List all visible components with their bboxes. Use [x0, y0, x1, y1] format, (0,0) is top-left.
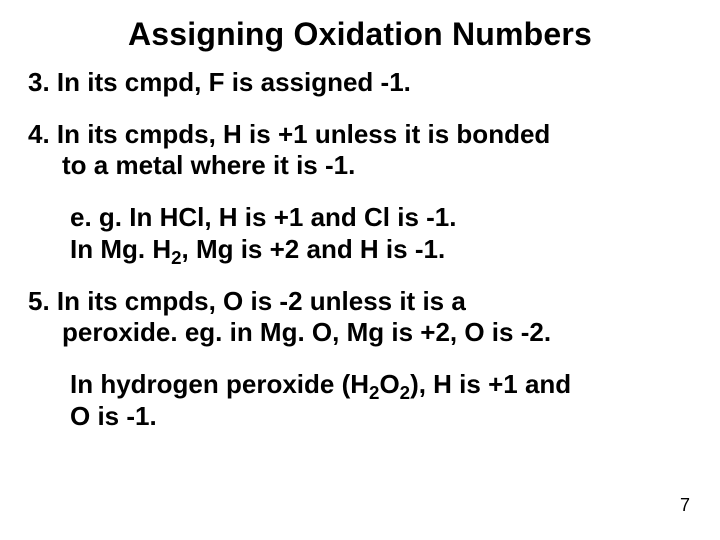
ex4b-sub: 2 — [171, 247, 181, 268]
page-title: Assigning Oxidation Numbers — [28, 16, 692, 53]
rule-4-line2: to a metal where it is -1. — [28, 150, 692, 182]
rule-4-line1: 4. In its cmpds, H is +1 unless it is bo… — [28, 119, 550, 149]
rule-4-example: e. g. In HCl, H is +1 and Cl is -1. In M… — [28, 202, 692, 265]
slide: Assigning Oxidation Numbers 3. In its cm… — [0, 0, 720, 540]
rule-4-ex-line2: In Mg. H2, Mg is +2 and H is -1. — [70, 234, 445, 264]
rule-4: 4. In its cmpds, H is +1 unless it is bo… — [28, 119, 692, 182]
rule-5: 5. In its cmpds, O is -2 unless it is a … — [28, 286, 692, 349]
ex5-s2: 2 — [400, 382, 410, 403]
rule-5-line2: peroxide. eg. in Mg. O, Mg is +2, O is -… — [28, 317, 692, 349]
rule-4-ex-line1: e. g. In HCl, H is +1 and Cl is -1. — [70, 202, 456, 232]
ex5-pre: In hydrogen peroxide (H — [70, 369, 369, 399]
rule-5-example: In hydrogen peroxide (H2O2), H is +1 and… — [28, 369, 692, 432]
rule-3: 3. In its cmpd, F is assigned -1. — [28, 67, 692, 99]
ex5-s1: 2 — [369, 382, 379, 403]
ex5-post: ), H is +1 and — [410, 369, 571, 399]
ex5-mid: O — [379, 369, 399, 399]
rule-5-line1: 5. In its cmpds, O is -2 unless it is a — [28, 286, 466, 316]
rule-5-ex-line1: In hydrogen peroxide (H2O2), H is +1 and — [70, 369, 571, 399]
ex4b-post: , Mg is +2 and H is -1. — [182, 234, 446, 264]
page-number: 7 — [680, 495, 690, 516]
ex4b-pre: In Mg. H — [70, 234, 171, 264]
rule-5-ex-line2: O is -1. — [70, 401, 157, 431]
